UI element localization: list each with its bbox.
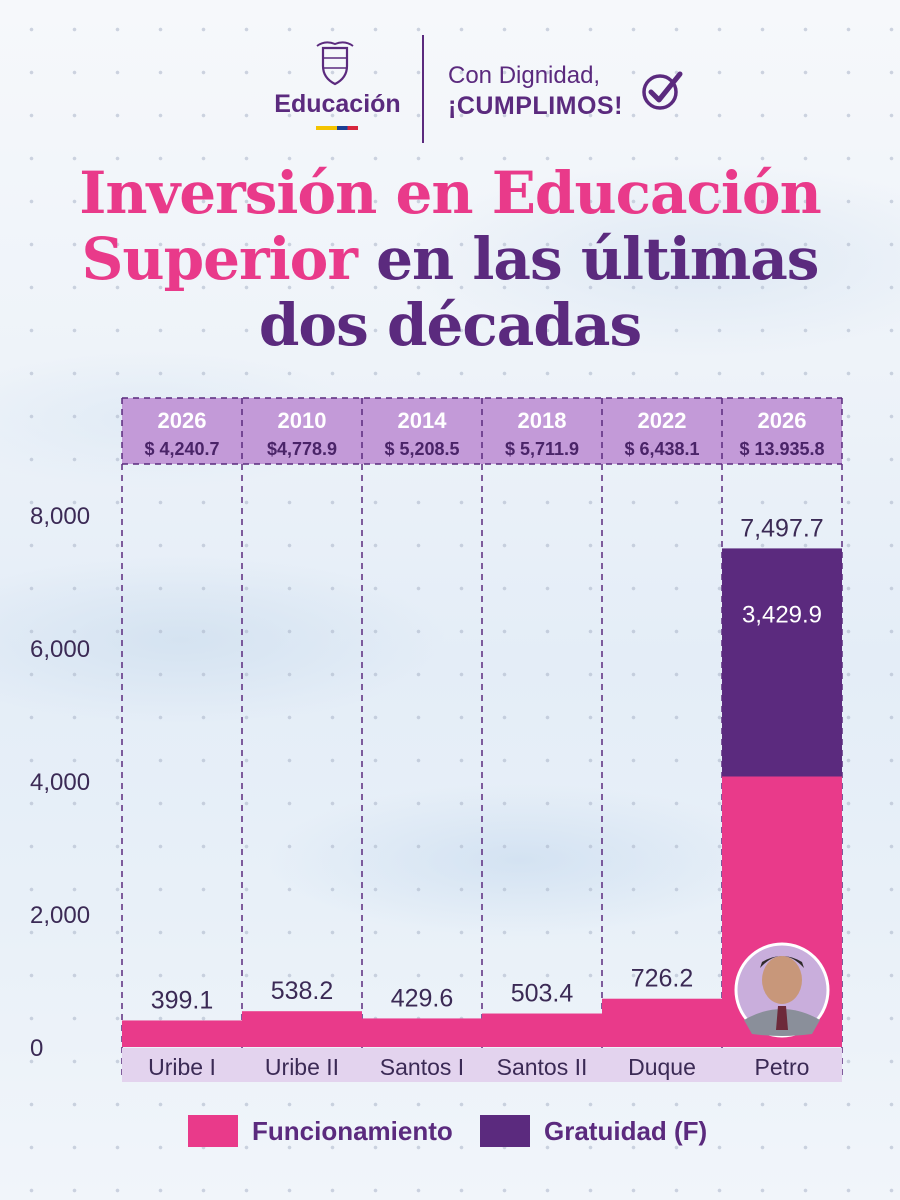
colombia-flag-stripe	[316, 126, 358, 130]
legend-label-funcionamiento: Funcionamiento	[252, 1115, 453, 1146]
bar-funcionamiento	[122, 1020, 242, 1047]
category-label: Uribe II	[265, 1054, 339, 1080]
title-line-1: Inversión en Educación	[79, 159, 821, 227]
avatar-hair	[760, 956, 804, 968]
header-divider	[422, 35, 424, 143]
check-circle-icon	[642, 71, 683, 110]
category-label: Duque	[628, 1054, 696, 1080]
title-line-2-purple: en las últimas	[356, 225, 819, 293]
legend-item-funcionamiento: Funcionamiento	[188, 1115, 453, 1147]
y-tick-label: 4,000	[30, 769, 90, 796]
slogan-line-2: ¡CUMPLIMOS!	[448, 92, 623, 120]
y-tick-label: 6,000	[30, 636, 90, 663]
column-total: $ 13.935.8	[739, 439, 824, 459]
bar-data-label: 538.2	[271, 977, 334, 1005]
bar-funcionamiento	[242, 1011, 362, 1047]
column-total: $ 4,240.7	[144, 439, 219, 459]
category-label: Santos II	[497, 1054, 588, 1080]
bar-data-label: 7,497.7	[740, 514, 823, 542]
category-label: Santos I	[380, 1054, 464, 1080]
bar-data-label: 399.1	[151, 986, 214, 1014]
y-tick-label: 0	[30, 1035, 43, 1062]
column-total: $4,778.9	[267, 439, 337, 459]
chart-legend: Funcionamiento Gratuidad (F)	[0, 1115, 900, 1155]
bar-funcionamiento	[482, 1013, 602, 1047]
y-tick-label: 8,000	[30, 503, 90, 530]
title-line-2-pink: Superior	[81, 225, 358, 293]
bar-data-label: 503.4	[511, 980, 574, 1008]
y-tick-label: 2,000	[30, 902, 90, 929]
category-label: Petro	[755, 1054, 810, 1080]
brand-name: Educación	[274, 90, 401, 118]
legend-item-gratuidad: Gratuidad (F)	[480, 1115, 707, 1147]
column-year: 2026	[758, 408, 807, 433]
column-year: 2010	[278, 408, 327, 433]
column-year: 2026	[158, 408, 207, 433]
bar-inner-label: 3,429.9	[742, 601, 822, 628]
legend-swatch-gratuidad	[480, 1115, 530, 1147]
column-total: $ 5,711.9	[505, 439, 579, 459]
bar-gratuidad	[722, 548, 842, 777]
column-year: 2018	[518, 408, 567, 433]
legend-label-gratuidad: Gratuidad (F)	[544, 1115, 708, 1146]
coat-of-arms-icon	[316, 41, 354, 86]
avatar-tie	[776, 1006, 788, 1030]
page-title: Inversión en Educación Superior en las ú…	[0, 160, 900, 358]
slogan-line-1: Con Dignidad,	[448, 62, 601, 89]
avatar-face	[762, 956, 802, 1004]
column-total: $ 5,208.5	[384, 439, 459, 459]
category-label-band	[122, 1048, 842, 1082]
header: Educación Con Dignidad, ¡CUMPLIMOS!	[0, 30, 900, 150]
category-label: Uribe I	[148, 1054, 216, 1080]
column-year: 2022	[638, 408, 687, 433]
column-year: 2014	[398, 408, 448, 433]
bar-data-label: 726.2	[631, 965, 694, 993]
bar-funcionamiento	[362, 1018, 482, 1047]
bar-funcionamiento	[602, 998, 722, 1047]
legend-swatch-funcionamiento	[188, 1115, 238, 1147]
column-total: $ 6,438.1	[624, 439, 699, 459]
bar-data-label: 429.6	[391, 984, 454, 1012]
title-line-3: dos décadas	[258, 291, 642, 359]
